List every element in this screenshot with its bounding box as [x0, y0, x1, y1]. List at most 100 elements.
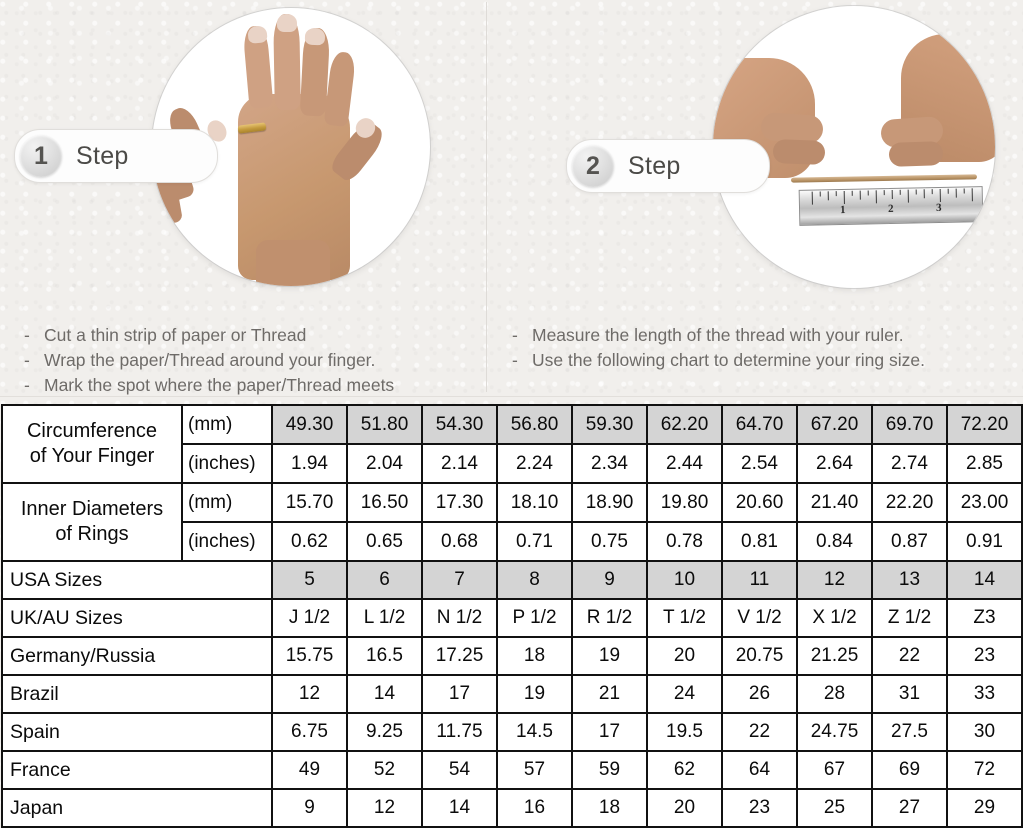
table-cell: 72.20 — [946, 404, 1023, 445]
unit-label: (mm) — [181, 404, 273, 445]
table-cell: 59.30 — [571, 404, 648, 445]
bullet-dash: - — [512, 325, 518, 345]
table-cell: 2.14 — [421, 443, 498, 484]
table-cell: 29 — [946, 788, 1023, 828]
table-cell: 22 — [721, 712, 798, 752]
table-body: Circumference of Your Finger (mm) 49.30 51.8… — [1, 404, 1023, 828]
table-cell: 33 — [946, 674, 1023, 714]
table-cell: 18 — [496, 636, 573, 676]
table-cell: 23 — [721, 788, 798, 828]
row-group-label: Inner Diameters of Rings — [1, 482, 183, 562]
table-cell: 23 — [946, 636, 1023, 676]
table-cell: 2.74 — [871, 443, 948, 484]
bullet-dash: - — [512, 350, 518, 370]
table-cell: 59 — [571, 750, 648, 790]
ruler-mark-1: 1 — [839, 203, 846, 217]
table-cell: 11.75 — [421, 712, 498, 752]
table-cell: 19 — [496, 674, 573, 714]
table-cell: 2.24 — [496, 443, 573, 484]
table-cell: 18.90 — [571, 482, 648, 523]
instruction-item: - Cut a thin strip of paper or Thread — [24, 323, 394, 348]
table-cell: 0.87 — [871, 521, 948, 562]
table-cell: 20 — [646, 636, 723, 676]
panel-divider — [486, 2, 487, 392]
table-cell: 51.80 — [346, 404, 423, 445]
table-cell: 52 — [346, 750, 423, 790]
table-cell: Z 1/2 — [871, 598, 948, 638]
row-group-label: Circumference of Your Finger — [1, 404, 183, 484]
section-divider — [0, 396, 1023, 397]
table-row: Spain 6.75 9.25 11.75 14.5 17 19.5 22 24.75 27.5 3… — [1, 712, 1023, 752]
table-cell: 0.78 — [646, 521, 723, 562]
table-cell: 1.94 — [271, 443, 348, 484]
table-cell: 67 — [796, 750, 873, 790]
table-cell: 0.75 — [571, 521, 648, 562]
row-label: Japan — [1, 788, 273, 828]
table-cell: 14 — [946, 560, 1023, 600]
table-cell: J 1/2 — [271, 598, 348, 638]
table-cell: 14 — [346, 674, 423, 714]
table-cell: 49 — [271, 750, 348, 790]
table-cell: 0.81 — [721, 521, 798, 562]
instruction-item: - Measure the length of the thread with y… — [512, 323, 925, 348]
table-cell: 9 — [571, 560, 648, 600]
table-cell: 54.30 — [421, 404, 498, 445]
table-cell: V 1/2 — [721, 598, 798, 638]
hand-with-ring-illustration — [152, 8, 430, 286]
table-cell: 17 — [421, 674, 498, 714]
step-2-badge: 2 Step — [566, 139, 770, 193]
table-cell: 16.50 — [346, 482, 423, 523]
table-cell: 5 — [271, 560, 348, 600]
ring-size-conversion-table: Circumference of Your Finger (mm) 49.30 51.8… — [1, 404, 1023, 828]
table-cell: 72 — [946, 750, 1023, 790]
table-cell: 0.91 — [946, 521, 1023, 562]
table-cell: 30 — [946, 712, 1023, 752]
table-cell: 8 — [496, 560, 573, 600]
unit-label: (inches) — [181, 443, 273, 484]
table-cell: 16 — [496, 788, 573, 828]
table-cell: 12 — [796, 560, 873, 600]
table-row: Japan 9 12 14 16 18 20 23 25 27 29 — [1, 788, 1023, 828]
table-cell: 6.75 — [271, 712, 348, 752]
table-cell: 19.80 — [646, 482, 723, 523]
table-cell: 2.85 — [946, 443, 1023, 484]
unit-label: (mm) — [181, 482, 273, 523]
table-cell: 27.5 — [871, 712, 948, 752]
table-cell: 12 — [346, 788, 423, 828]
step-2-instructions: - Measure the length of the thread with y… — [512, 323, 925, 373]
table-cell: 20 — [646, 788, 723, 828]
table-cell: 2.64 — [796, 443, 873, 484]
table-cell: 11 — [721, 560, 798, 600]
table-cell: 0.68 — [421, 521, 498, 562]
table-cell: 19.5 — [646, 712, 723, 752]
instruction-text: Measure the length of the thread with yo… — [532, 325, 904, 345]
table-cell: 64 — [721, 750, 798, 790]
row-label: UK/AU Sizes — [1, 598, 273, 638]
table-cell: 62.20 — [646, 404, 723, 445]
table-cell: 22.20 — [871, 482, 948, 523]
row-label: Germany/Russia — [1, 636, 273, 676]
row-label: France — [1, 750, 273, 790]
table-cell: 2.34 — [571, 443, 648, 484]
table-cell: 16.5 — [346, 636, 423, 676]
table-cell: 14.5 — [496, 712, 573, 752]
table-cell: 24 — [646, 674, 723, 714]
step-1-number: 1 — [20, 135, 62, 177]
table-cell: 17 — [571, 712, 648, 752]
table-row: USA Sizes 5 6 7 8 9 10 11 12 13 14 — [1, 560, 1023, 600]
table-row: UK/AU Sizes J 1/2 L 1/2 N 1/2 P 1/2 R 1/2 T 1/… — [1, 598, 1023, 638]
table-row: Inner Diameters of Rings (mm) 15.70 16.50 17.… — [1, 482, 1023, 562]
table-row: (inches) 1.94 2.04 2.14 2.24 2.34 2.44 2.54 2.64… — [2, 443, 1023, 484]
table-row: (inches) 0.62 0.65 0.68 0.71 0.75 0.78 0.81 0.84… — [2, 521, 1023, 562]
instruction-item: - Mark the spot where the paper/Thread me… — [24, 373, 394, 398]
instruction-text: Wrap the paper/Thread around your finger… — [44, 350, 376, 370]
table-cell: X 1/2 — [796, 598, 873, 638]
table-cell: 9.25 — [346, 712, 423, 752]
table-cell: 27 — [871, 788, 948, 828]
table-cell: 0.84 — [796, 521, 873, 562]
table-cell: 2.04 — [346, 443, 423, 484]
table-cell: 69 — [871, 750, 948, 790]
table-cell: N 1/2 — [421, 598, 498, 638]
table-cell: 13 — [871, 560, 948, 600]
table-row: Germany/Russia 15.75 16.5 17.25 18 19 20 20.75 2… — [1, 636, 1023, 676]
